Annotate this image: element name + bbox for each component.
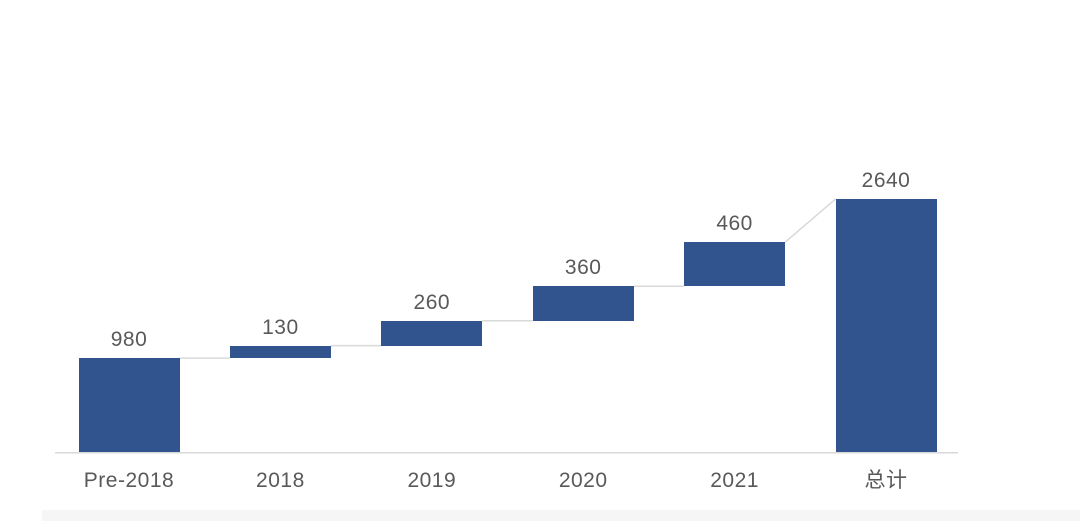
data-label-6: 2640 (861, 169, 911, 193)
data-label-2: 130 (262, 315, 299, 339)
waterfall-bar-1 (78, 358, 180, 452)
waterfall-bar-5 (684, 242, 786, 287)
waterfall-bar-6 (835, 199, 937, 452)
bottom-strip (42, 510, 1080, 521)
x-axis-label-1: Pre-2018 (83, 469, 175, 492)
data-label-5: 460 (716, 212, 753, 236)
data-label-1: 980 (110, 328, 148, 352)
waterfall-bar-3 (381, 320, 483, 346)
x-axis-label-2: 2018 (256, 469, 305, 492)
waterfall-bar-4 (532, 286, 634, 321)
data-label-3: 260 (413, 290, 451, 314)
x-axis-label-4: 2020 (558, 469, 608, 492)
x-axis-label-3: 2019 (407, 469, 457, 492)
data-label-4: 360 (564, 256, 602, 280)
x-axis-label-6: 总计 (864, 469, 908, 492)
x-axis-label-5: 2021 (710, 469, 759, 492)
waterfall-bar-2 (229, 345, 331, 359)
